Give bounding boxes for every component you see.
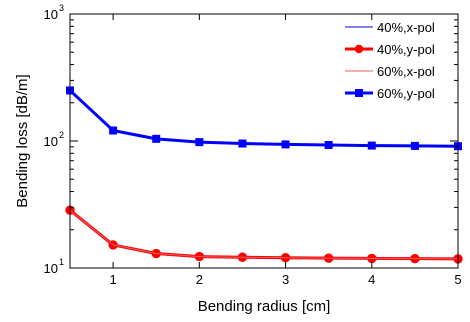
y-tick-exponent: 1 <box>59 257 64 267</box>
y-tick-label: 10 <box>44 7 58 22</box>
data-point <box>109 126 118 135</box>
series-line-3 <box>68 89 459 148</box>
x-tick-label: 4 <box>368 272 375 287</box>
x-tick-label: 5 <box>454 272 461 287</box>
legend: 40%,x-pol 40%,y-pol 60%,x-pol 60%,y-pol <box>345 20 435 101</box>
data-point <box>324 141 333 150</box>
data-point <box>281 140 290 149</box>
legend-marker-3 <box>355 89 363 97</box>
data-point <box>410 141 419 150</box>
legend-label-2: 60%,x-pol <box>377 64 435 79</box>
x-tick-label: 3 <box>282 272 289 287</box>
y-tick-exponent: 2 <box>59 130 64 140</box>
y-tick-label: 10 <box>44 261 58 276</box>
x-tick-label: 2 <box>196 272 203 287</box>
data-point <box>195 138 204 147</box>
y-axis-title: Bending loss [dB/m] <box>14 74 31 207</box>
x-tick-label: 1 <box>109 272 116 287</box>
series-line-1 <box>69 209 459 261</box>
series-line-2 <box>69 209 459 260</box>
data-point <box>152 134 161 143</box>
legend-marker-1 <box>354 44 364 54</box>
data-point <box>238 139 247 148</box>
data-point <box>367 141 376 150</box>
plot-area <box>65 86 463 264</box>
legend-label-1: 40%,y-pol <box>377 42 435 57</box>
legend-label-3: 60%,y-pol <box>377 86 435 101</box>
y-tick-label: 10 <box>44 134 58 149</box>
legend-label-0: 40%,x-pol <box>377 20 435 35</box>
x-axis-title: Bending radius [cm] <box>198 298 331 315</box>
y-tick-exponent: 3 <box>59 3 64 13</box>
